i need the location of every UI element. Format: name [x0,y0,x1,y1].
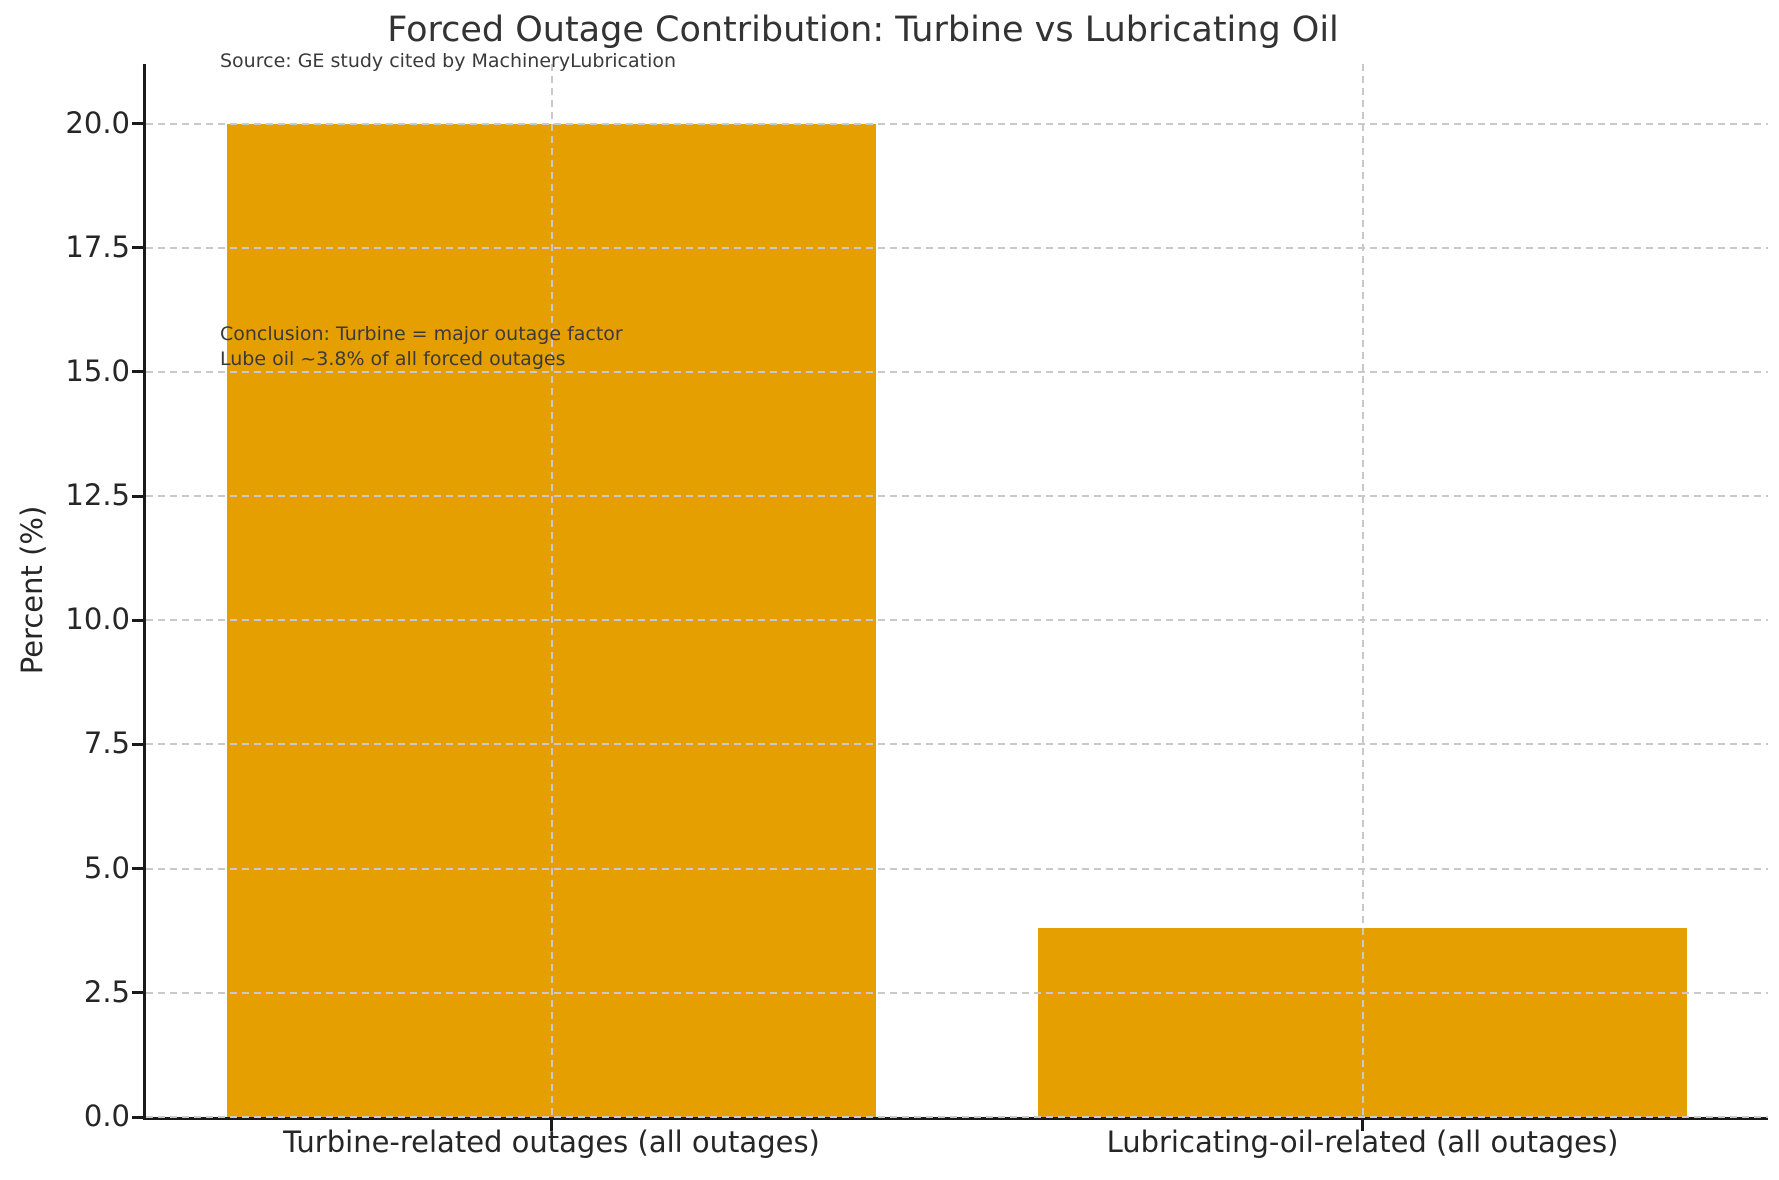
annotation-line-2: Lube oil ~3.8% of all forced outages [220,348,566,370]
x-tick-mark [1361,1120,1364,1131]
y-tick-mark [132,370,143,374]
y-tick-mark [132,742,143,746]
annotation-line-1: Conclusion: Turbine = major outage facto… [220,323,623,345]
y-tick-label: 0.0 [83,1099,130,1133]
annotation: Conclusion: Turbine = major outage facto… [220,322,623,372]
chart-title: Forced Outage Contribution: Turbine vs L… [387,10,1339,50]
y-tick-label: 17.5 [65,229,130,264]
plot-area: Conclusion: Turbine = major outage facto… [132,64,1768,1131]
y-tick-mark [132,618,143,622]
y-tick-mark [132,1115,143,1119]
y-tick-mark [132,867,143,871]
bar [1038,928,1687,1117]
y-tick-label: 7.5 [83,726,130,761]
y-tick-label: 2.5 [83,974,130,1009]
y-tick-label: 5.0 [83,850,130,885]
x-tick-label: Lubricating-oil-related (all outages) [1106,1125,1619,1159]
source-note: Source: GE study cited by MachineryLubri… [220,50,677,72]
y-axis-label: Percent (%) [15,505,49,675]
y-tick-mark [132,991,143,995]
y-tick-label: 20.0 [65,105,130,140]
bar [227,123,876,1117]
y-tick-mark [132,246,143,250]
y-tick-label: 12.5 [65,478,130,513]
y-tick-mark [132,122,143,126]
y-tick-label: 15.0 [65,353,130,388]
y-tick-mark [132,494,143,498]
y-tick-label: 10.0 [65,602,130,637]
x-tick-mark [550,1120,553,1131]
